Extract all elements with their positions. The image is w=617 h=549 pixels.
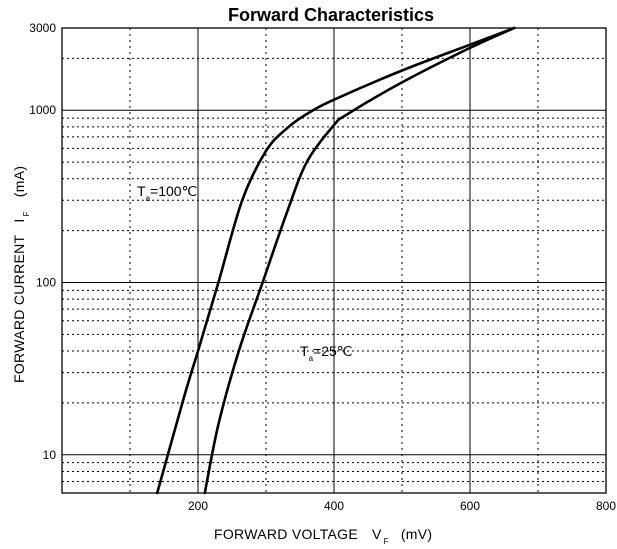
x-tick-label: 200 <box>188 499 208 513</box>
x-axis-label: FORWARD VOLTAGE V F (mV) <box>214 526 432 546</box>
curve-ta-25 <box>203 26 516 495</box>
label-ta-100: Ta=100℃ <box>137 183 197 203</box>
x-tick-label: 400 <box>324 499 344 513</box>
tick-labels: 200 400 600 800 10 100 1000 3000 <box>29 21 616 513</box>
chart-title: Forward Characteristics <box>228 5 434 25</box>
y-tick-label: 100 <box>36 275 56 289</box>
curve-ta-100 <box>155 26 516 495</box>
y-tick-label: 1000 <box>29 103 56 117</box>
y-axis-label: FORWARD CURRENTIF(mA) <box>11 166 31 383</box>
plot-frame <box>61 27 607 494</box>
y-tick-label: 10 <box>43 448 57 462</box>
x-tick-label: 600 <box>460 499 480 513</box>
curve-group <box>155 26 516 495</box>
y-tick-label: 3000 <box>29 21 56 35</box>
major-grid <box>62 28 606 493</box>
x-tick-label: 800 <box>596 499 616 513</box>
label-ta-25: Ta=25℃ <box>300 343 353 363</box>
